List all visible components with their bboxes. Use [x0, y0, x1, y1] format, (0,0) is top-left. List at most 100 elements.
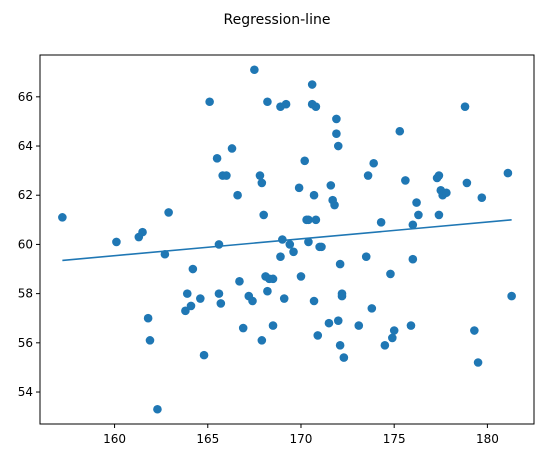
data-point — [414, 210, 423, 220]
data-point — [311, 102, 321, 111]
data-point — [339, 353, 349, 362]
data-point — [361, 252, 371, 262]
data-point — [309, 296, 319, 306]
data-point — [112, 237, 121, 247]
data-point — [164, 208, 173, 217]
y-tick-label: 66 — [18, 90, 33, 104]
data-point — [186, 301, 196, 311]
data-point — [255, 171, 265, 180]
data-point — [386, 269, 395, 279]
data-point — [268, 321, 278, 330]
data-point — [317, 242, 326, 252]
data-point — [470, 326, 479, 335]
y-axis-ticks: 54 56 58 60 62 64 66 — [18, 90, 40, 399]
data-point — [199, 350, 209, 360]
data-point — [376, 217, 386, 227]
data-point — [401, 176, 410, 185]
data-point — [324, 318, 334, 328]
data-point — [333, 316, 343, 325]
data-point — [233, 190, 242, 200]
data-point — [309, 190, 319, 200]
data-point — [304, 215, 313, 225]
data-point — [304, 237, 313, 247]
data-point — [335, 259, 345, 269]
data-point — [473, 358, 483, 367]
data-point — [235, 277, 244, 286]
data-point — [460, 102, 470, 111]
data-point — [285, 240, 295, 249]
data-point — [268, 274, 278, 284]
data-point — [145, 336, 155, 345]
data-point — [307, 80, 317, 89]
data-point — [276, 252, 285, 262]
data-point — [205, 97, 214, 107]
data-point — [143, 313, 153, 323]
y-tick-label: 54 — [18, 385, 33, 399]
data-point — [337, 289, 347, 298]
data-point — [182, 289, 192, 298]
plot-frame — [39, 54, 535, 425]
data-point — [138, 227, 147, 237]
data-point — [289, 247, 298, 257]
data-point — [188, 264, 198, 274]
data-point — [412, 198, 421, 207]
y-tick-label: 62 — [18, 188, 33, 202]
data-point — [250, 65, 259, 75]
data-point — [212, 154, 222, 163]
points-layer — [58, 65, 516, 414]
data-point — [248, 296, 257, 306]
data-point — [214, 240, 224, 249]
data-point — [354, 321, 364, 330]
data-point — [196, 294, 205, 303]
data-point — [257, 178, 267, 188]
x-tick-label: 170 — [290, 432, 313, 446]
data-point — [332, 114, 341, 124]
data-point — [389, 326, 399, 335]
data-point — [434, 171, 444, 180]
data-point — [367, 304, 377, 313]
y-tick-label: 58 — [18, 287, 33, 301]
x-tick-label: 165 — [196, 432, 219, 446]
data-point — [333, 141, 343, 151]
x-tick-label: 160 — [103, 432, 126, 446]
data-point — [214, 289, 224, 298]
x-axis-ticks: 160 165 170 175 180 — [103, 424, 499, 446]
data-point — [263, 97, 272, 107]
data-point — [332, 129, 341, 139]
data-point — [313, 331, 323, 340]
y-tick-label: 56 — [18, 336, 33, 350]
data-point — [227, 144, 237, 153]
data-point — [462, 178, 472, 188]
data-point — [278, 235, 287, 244]
regression-line — [62, 219, 512, 262]
data-point — [369, 158, 378, 168]
data-point — [326, 181, 336, 190]
data-point — [263, 286, 272, 296]
data-point — [281, 99, 291, 109]
data-point — [153, 404, 162, 414]
data-point — [335, 340, 345, 350]
regression-line-layer — [62, 219, 512, 262]
data-point — [259, 210, 268, 220]
data-point — [216, 299, 226, 308]
x-tick-label: 175 — [383, 432, 406, 446]
data-point — [330, 200, 339, 210]
data-point — [442, 188, 451, 198]
data-point — [363, 171, 373, 180]
data-point — [279, 294, 289, 303]
data-point — [408, 254, 418, 264]
data-point — [408, 220, 418, 230]
data-point — [395, 126, 405, 136]
data-point — [181, 306, 190, 316]
data-point — [380, 340, 390, 350]
data-point — [300, 156, 310, 166]
data-point — [507, 291, 516, 301]
data-point — [58, 213, 67, 222]
data-point — [222, 171, 231, 180]
data-point — [238, 323, 248, 333]
data-point — [160, 249, 170, 259]
x-tick-label: 180 — [476, 432, 499, 446]
data-point — [477, 193, 487, 202]
chart-title: Regression-line — [224, 12, 331, 28]
